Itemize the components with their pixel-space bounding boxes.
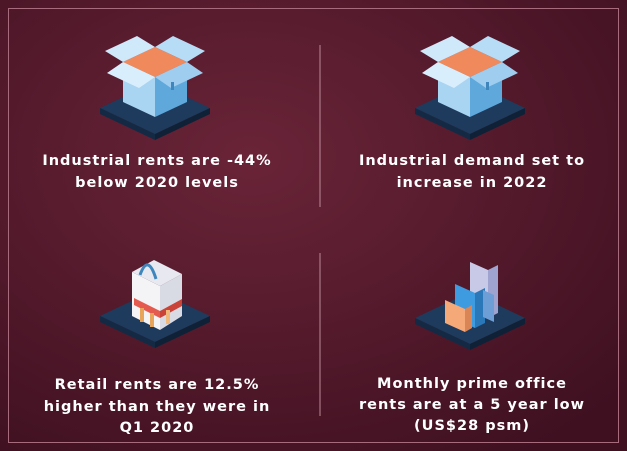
item-text: Monthly prime office: [377, 376, 567, 392]
bags-icon: [415, 262, 525, 350]
item-text: Industrial rents are -44%: [42, 153, 271, 169]
item-text: Retail rents are 12.5%: [55, 377, 260, 393]
item-text: Industrial demand set to: [359, 153, 585, 169]
item-text: below 2020 levels: [75, 175, 239, 191]
retail-icon: [100, 260, 210, 348]
item-text: Q1 2020: [120, 420, 195, 436]
frame: [8, 8, 619, 443]
item-text: increase in 2022: [397, 175, 548, 191]
item-text: rents are at a 5 year low: [359, 397, 585, 413]
item-text: (US$28 psm): [414, 418, 530, 434]
item-text: higher than they were in: [44, 399, 271, 415]
